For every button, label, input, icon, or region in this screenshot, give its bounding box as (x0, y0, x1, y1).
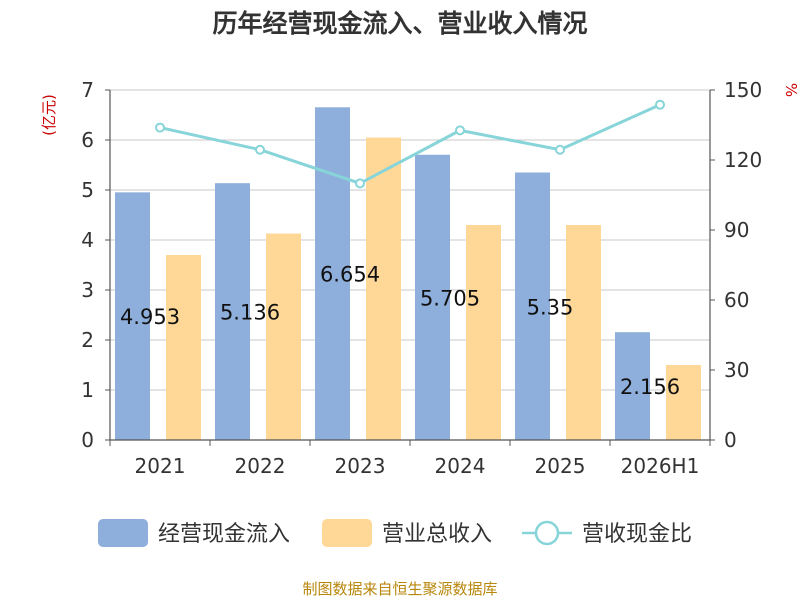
bar-cash-inflow (515, 172, 550, 440)
line-revenue-cash-ratio (159, 103, 661, 185)
bar-data-label: 5.136 (220, 301, 280, 325)
bar-revenue (666, 365, 701, 440)
y-right-tick-label: 0 (724, 428, 737, 452)
bar-cash-inflow (615, 332, 650, 440)
bar-data-label: 4.953 (120, 305, 180, 329)
x-tick-label: 2021 (135, 454, 186, 478)
line-point (355, 178, 365, 189)
legend-swatch-cash-inflow (98, 519, 148, 547)
bar-cash-inflow (115, 192, 150, 440)
y-right-tick-label: 150 (724, 78, 762, 102)
legend-label-ratio: 营收现金比 (582, 522, 692, 547)
y-right-tick-label: 90 (724, 218, 749, 242)
bar-data-label: 2.156 (620, 375, 680, 399)
bar-data-label: 5.705 (420, 286, 480, 310)
bar-revenue (366, 137, 401, 440)
line-point (155, 122, 165, 133)
bar-revenue (166, 255, 201, 440)
bar-data-label: 6.654 (320, 263, 380, 287)
y-left-axis-label: (亿元) (40, 94, 58, 136)
legend-swatch-revenue (322, 519, 372, 547)
y-left-tick-label: 6 (81, 128, 94, 152)
line-point (455, 125, 465, 136)
y-right-tick-label: 60 (724, 288, 749, 312)
bar-revenue (566, 225, 601, 440)
bar-cash-inflow (415, 154, 450, 440)
y-left-tick-label: 5 (81, 178, 94, 202)
bar-revenue (466, 225, 501, 440)
source-footer: 制图数据来自恒生聚源数据库 (302, 580, 498, 598)
x-tick-label: 2023 (335, 454, 386, 478)
bar-data-label: 5.35 (527, 295, 574, 319)
legend-marker-ratio (534, 520, 560, 546)
y-left-tick-label: 4 (81, 228, 94, 252)
y-left-tick-label: 0 (81, 428, 94, 452)
y-right-tick-label: 30 (724, 358, 749, 382)
legend-label-revenue: 营业总收入 (382, 522, 492, 547)
line-point (655, 99, 665, 110)
bar-cash-inflow (215, 183, 250, 440)
y-right-axis-label: % (782, 83, 800, 97)
bar-revenue (266, 233, 301, 440)
x-tick-label: 2025 (535, 454, 586, 478)
x-tick-label: 2026H1 (621, 454, 700, 478)
line-point (255, 144, 265, 155)
chart-title: 历年经营现金流入、营业收入情况 (212, 9, 588, 38)
x-tick-label: 2022 (235, 454, 286, 478)
y-right-tick-label: 120 (724, 148, 762, 172)
y-left-tick-label: 2 (81, 328, 94, 352)
y-left-tick-label: 7 (81, 78, 94, 102)
x-tick-label: 2024 (435, 454, 486, 478)
y-left-tick-label: 1 (81, 378, 94, 402)
bar-cash-inflow (315, 107, 350, 441)
line-point (555, 144, 565, 155)
legend-label-cash-inflow: 经营现金流入 (158, 522, 290, 547)
y-left-tick-label: 3 (81, 278, 94, 302)
